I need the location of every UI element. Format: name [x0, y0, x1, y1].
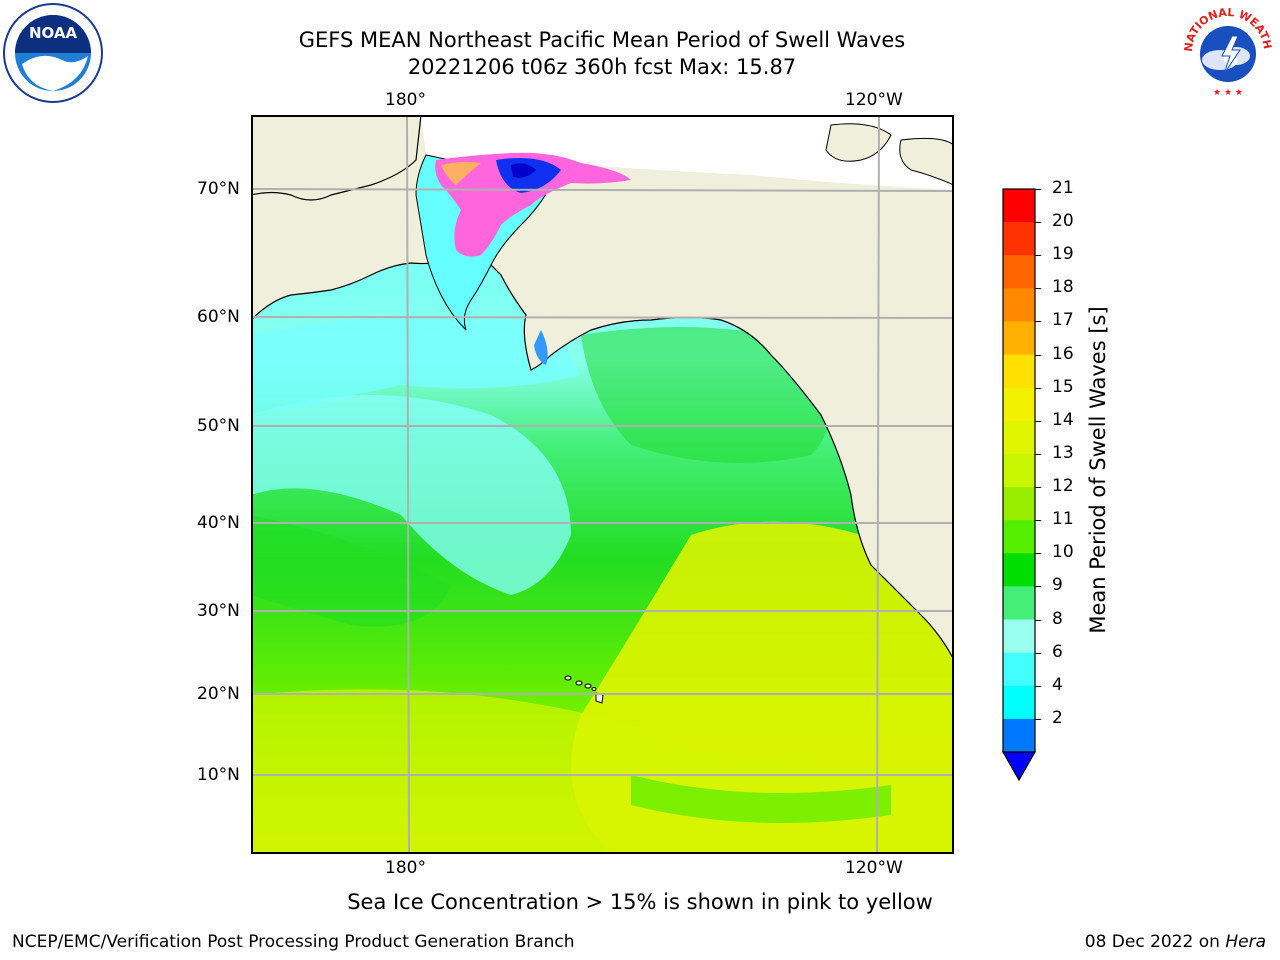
colorbar-cell: [1003, 288, 1035, 322]
colorbar-cell: [1003, 387, 1035, 422]
map-frame: [251, 115, 954, 854]
colorbar-tick-label: 21: [1052, 178, 1074, 198]
colorbar-under-arrow: [1001, 751, 1037, 782]
colorbar-tick-label: 14: [1052, 409, 1074, 430]
colorbar-cell: [1003, 685, 1035, 720]
colorbar-tick-mark: [1035, 553, 1041, 555]
colorbar: [1001, 188, 1037, 782]
footer-credit: NCEP/EMC/Verification Post Processing Pr…: [12, 932, 575, 952]
colorbar-tick-mark: [1035, 189, 1041, 190]
colorbar-tick-label: 2: [1052, 707, 1063, 728]
arctic-ocean: [421, 115, 954, 190]
colorbar-tick-mark: [1035, 288, 1041, 290]
map-panel: [251, 115, 954, 854]
colorbar-cell: [1003, 586, 1035, 621]
colorbar-cell: [1003, 652, 1035, 687]
lat-label-50n: 50°N: [197, 416, 240, 436]
colorbar-tick-label: 16: [1052, 343, 1074, 364]
lon-label-bottom-120w: 120°W: [845, 858, 903, 878]
colorbar-cell: [1003, 354, 1035, 389]
lat-label-40n: 40°N: [197, 513, 240, 533]
lon-label-top-180: 180°: [385, 90, 426, 110]
colorbar-tick-label: 11: [1052, 509, 1074, 530]
colorbar-tick-mark: [1035, 586, 1041, 588]
colorbar-cell: [1003, 619, 1035, 654]
colorbar-cell: [1003, 553, 1035, 587]
colorbar-cell: [1003, 487, 1035, 521]
colorbar-tick-label: 19: [1052, 244, 1074, 265]
colorbar-tick-label: 13: [1052, 442, 1074, 463]
colorbar-tick-mark: [1035, 420, 1041, 422]
colorbar-cell: [1003, 255, 1035, 289]
lat-label-30n: 30°N: [197, 601, 240, 621]
lat-label-20n: 20°N: [197, 684, 240, 704]
colorbar-tick-label: 8: [1052, 608, 1063, 629]
footer-host: Hera: [1225, 932, 1266, 952]
sea-ice-note: Sea Ice Concentration > 15% is shown in …: [347, 890, 933, 914]
colorbar-tick-mark: [1035, 453, 1041, 455]
colorbar-tick-label: 15: [1052, 376, 1074, 397]
colorbar-cell: [1003, 189, 1035, 223]
colorbar-cell: [1003, 222, 1035, 256]
footer-date-text: 08 Dec 2022 on: [1084, 932, 1226, 952]
colorbar-tick-mark: [1035, 652, 1041, 654]
svg-text:★ ★ ★: ★ ★ ★: [1213, 88, 1243, 98]
graticule: [251, 115, 954, 854]
colorbar-tick-mark: [1035, 321, 1041, 323]
colorbar-tick-label: 12: [1052, 476, 1074, 497]
colorbar-cell: [1003, 321, 1035, 356]
colorbar-cell: [1003, 718, 1035, 753]
colorbar-tick-mark: [1035, 222, 1041, 224]
lon-label-top-120w: 120°W: [845, 90, 903, 110]
colorbar-tick-label: 4: [1052, 674, 1063, 695]
noaa-logo: NOAA: [3, 3, 103, 103]
colorbar-cell: [1003, 453, 1035, 488]
colorbar-tick-label: 18: [1052, 277, 1074, 298]
nws-logo: NATIONAL WEATHER SERVICE ★ ★ ★: [1178, 2, 1276, 100]
lat-label-60n: 60°N: [197, 307, 240, 327]
colorbar-tick-label: 20: [1052, 211, 1074, 232]
colorbar-tick-label: 6: [1052, 641, 1063, 662]
colorbar-cell: [1003, 520, 1035, 554]
lat-label-10n: 10°N: [197, 765, 240, 785]
short-period-region: [251, 395, 571, 595]
colorbar-tick-label: 10: [1052, 542, 1074, 563]
chart-title: GEFS MEAN Northeast Pacific Mean Period …: [298, 28, 906, 52]
sea-ice-region: [435, 152, 631, 257]
footer-date: 08 Dec 2022 on Hera: [1085, 932, 1266, 952]
colorbar-title: Mean Period of Swell Waves [s]: [1086, 306, 1110, 634]
chart-subtitle: 20221206 t06z 360h fcst Max: 15.87: [407, 55, 797, 79]
colorbar-tick-mark: [1035, 255, 1041, 257]
asia-land: [251, 115, 422, 201]
lon-label-bottom-180: 180°: [385, 858, 426, 878]
colorbar-tick-mark: [1035, 718, 1041, 720]
colorbar-tick-mark: [1035, 520, 1041, 522]
colorbar-tick-mark: [1035, 387, 1041, 389]
colorbar-tick-mark: [1035, 354, 1041, 356]
noaa-logo-text: NOAA: [29, 24, 78, 42]
colorbar-tick-label: 9: [1052, 575, 1063, 596]
colorbar-cell: [1003, 420, 1035, 455]
colorbar-tick-mark: [1035, 619, 1041, 621]
colorbar-tick-label: 17: [1052, 310, 1074, 331]
colorbar-tick-mark: [1035, 685, 1041, 687]
lat-label-70n: 70°N: [197, 179, 240, 199]
colorbar-tick-mark: [1035, 487, 1041, 489]
